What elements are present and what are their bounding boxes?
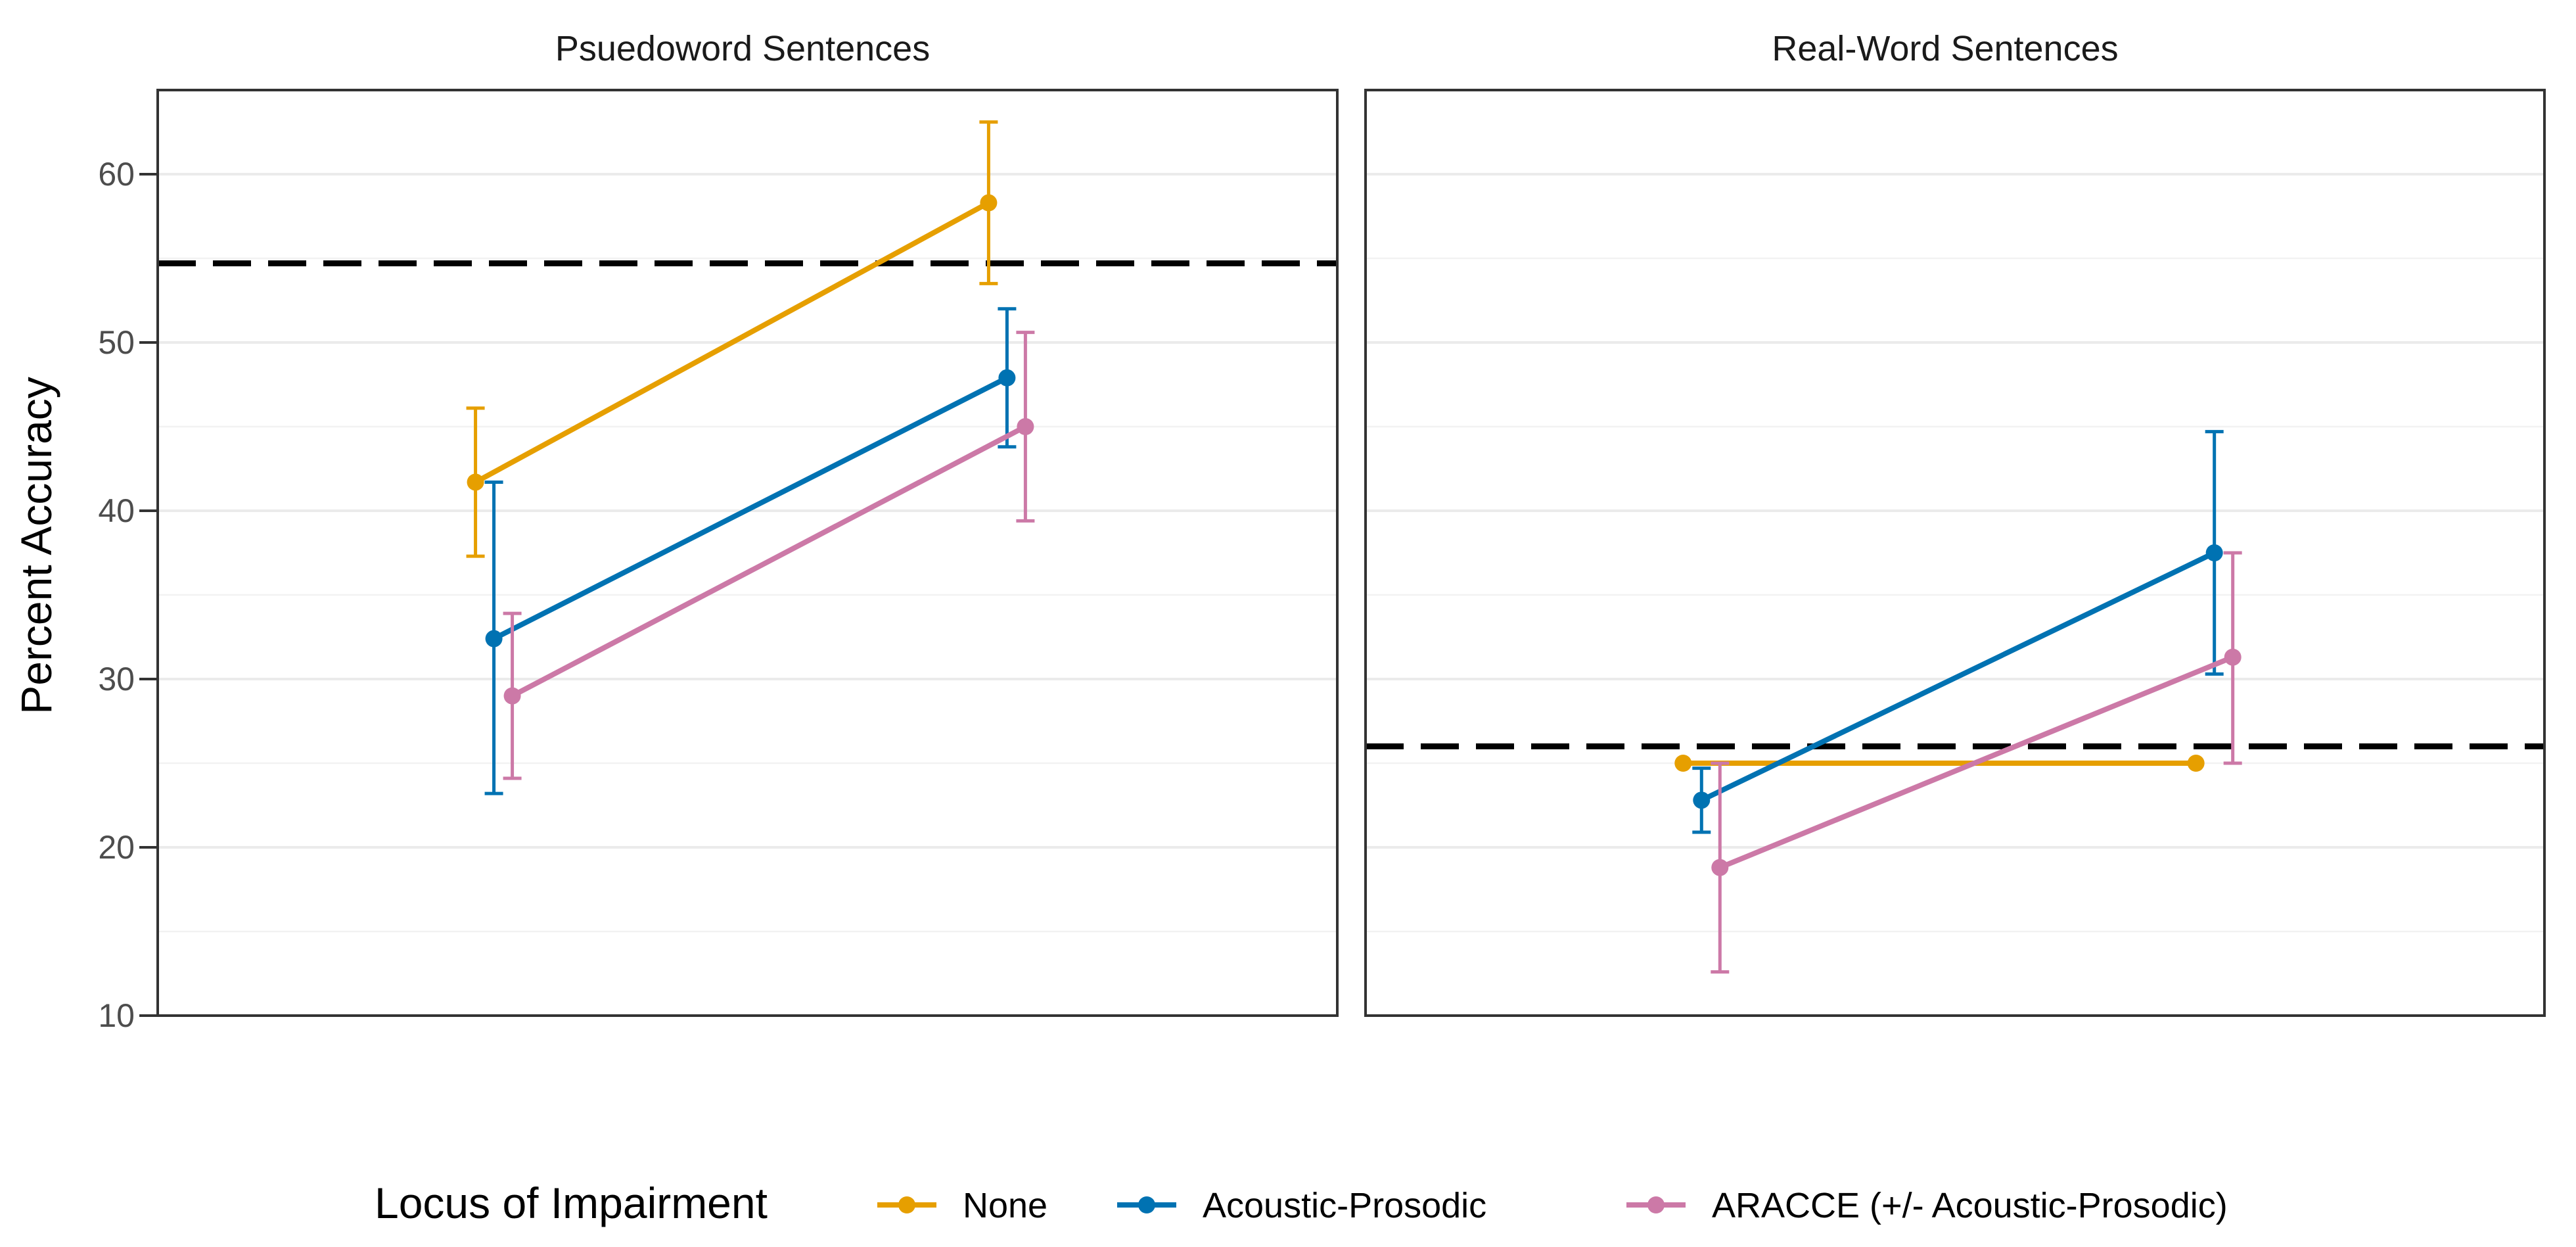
legend-key-point: [1138, 1196, 1155, 1213]
series-aracce-acoustic-prosodic: [503, 331, 1035, 780]
series-line: [511, 424, 1027, 699]
panel-real-word-sentences: Real-Word Sentences: [1364, 29, 2546, 1017]
y-tick-label: 60: [98, 156, 135, 193]
data-point: [485, 630, 503, 647]
y-tick-label: 50: [98, 324, 135, 361]
legend-label: None: [963, 1186, 1047, 1225]
data-point: [998, 369, 1016, 387]
panel-grid: [1366, 173, 2544, 1017]
series-line: [492, 375, 1009, 642]
data-point: [2205, 544, 2223, 561]
y-axis-ticks: 10 20 30 40 50 60: [98, 156, 158, 1034]
panel-border: [1364, 89, 2546, 1017]
series-aracce-acoustic-prosodic: [1711, 551, 2242, 974]
legend-title: Locus of Impairment: [375, 1179, 768, 1227]
legend: Locus of Impairment None Acoustic-Prosodi…: [375, 1179, 2228, 1227]
panel-grid: [158, 173, 1337, 1017]
data-point: [467, 473, 484, 491]
series-none: [466, 120, 998, 558]
panel-border: [156, 89, 1339, 1017]
y-axis-label: Percent Accuracy: [12, 377, 60, 715]
series-acoustic-prosodic: [1692, 430, 2224, 834]
legend-label: Acoustic-Prosodic: [1203, 1186, 1486, 1225]
legend-label: ARACCE (+/- Acoustic-Prosodic): [1712, 1186, 2228, 1225]
data-point: [503, 687, 521, 705]
data-point: [1674, 755, 1692, 772]
legend-item-acoustic-prosodic: Acoustic-Prosodic: [1117, 1186, 1486, 1225]
panel-psuedoword-sentences: Psuedoword Sentences: [156, 29, 1339, 1017]
data-point: [2187, 755, 2205, 772]
y-tick-label: 30: [98, 661, 135, 697]
legend-item-none: None: [877, 1186, 1047, 1225]
y-tick-label: 40: [98, 492, 135, 529]
y-tick-label: 20: [98, 829, 135, 866]
data-point: [1017, 418, 1034, 435]
legend-item-aracce-acoustic-prosodic: ARACCE (+/- Acoustic-Prosodic): [1626, 1186, 2228, 1225]
series-line: [1718, 655, 2234, 870]
data-point: [1711, 859, 1729, 876]
legend-key-point: [898, 1196, 915, 1213]
data-point: [980, 194, 998, 212]
panel-title: Psuedoword Sentences: [555, 29, 930, 68]
panel-title: Real-Word Sentences: [1772, 29, 2118, 68]
series-line: [474, 200, 990, 484]
y-tick-label: 10: [98, 997, 135, 1034]
series-acoustic-prosodic: [484, 307, 1017, 795]
legend-key-point: [1647, 1196, 1665, 1213]
data-point: [2224, 648, 2242, 666]
series-line: [1700, 550, 2216, 803]
series-none: [1674, 755, 2205, 772]
data-point: [1693, 791, 1711, 809]
